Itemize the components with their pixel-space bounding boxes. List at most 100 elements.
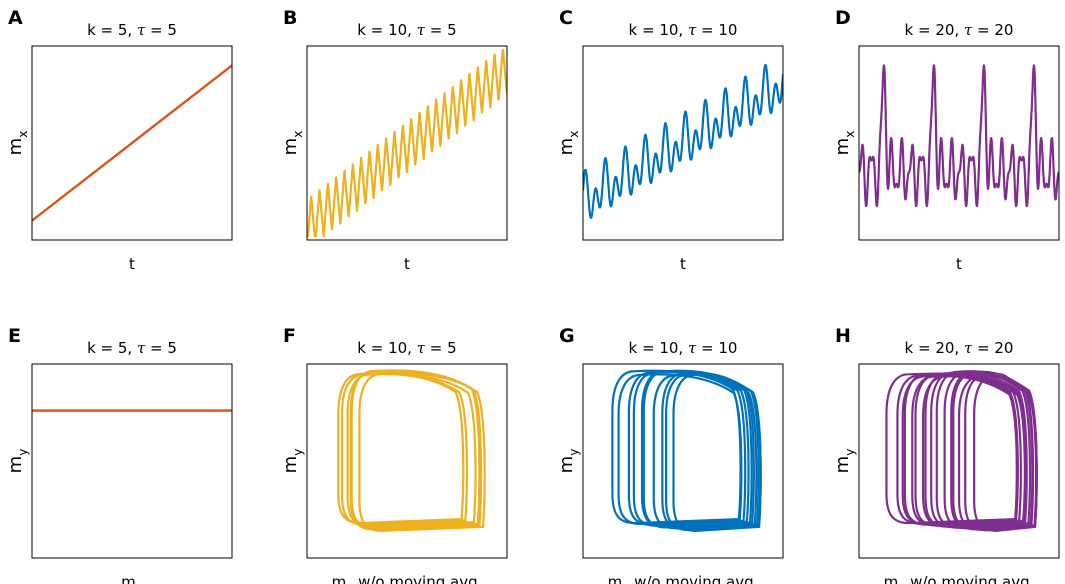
- chart-h-ylabel-main: m: [832, 456, 853, 474]
- chart-g-title: k = 10, τ = 10: [629, 339, 738, 357]
- chart-d-title-suffix: = 20: [972, 21, 1013, 39]
- chart-a-ylabel: mx: [5, 131, 30, 156]
- panel-h: Hk = 20, τ = 20mymx w/o moving avg.: [832, 325, 1060, 584]
- chart-b-title-tau: τ: [417, 21, 426, 39]
- chart-e-xlabel-sub: x: [136, 582, 143, 584]
- chart-e-title: k = 5, τ = 5: [87, 339, 177, 357]
- chart-h-title-prefix: k = 20,: [905, 339, 964, 357]
- chart-d-ylabel-sub: x: [843, 131, 857, 138]
- chart-g-title-suffix: = 10: [696, 339, 737, 357]
- chart-f-ylabel-sub: y: [291, 449, 305, 456]
- chart-e-xlabel-main: m: [121, 573, 136, 584]
- chart-b-title-prefix: k = 10,: [357, 21, 416, 39]
- chart-e-title-prefix: k = 5,: [87, 339, 137, 357]
- chart-a-ylabel-sub: x: [16, 131, 30, 138]
- chart-d-ylabel-main: m: [832, 138, 853, 156]
- chart-f-series-0-loop-1: [340, 372, 469, 526]
- chart-f-title-prefix: k = 10,: [357, 339, 416, 357]
- chart-h-panel-letter: H: [835, 325, 851, 347]
- chart-a-title: k = 5, τ = 5: [87, 21, 177, 39]
- chart-b-xlabel-main: t: [404, 255, 410, 273]
- panel-d: Dk = 20, τ = 20 mx t: [832, 7, 1060, 273]
- chart-h-series-0: [885, 370, 1038, 532]
- chart-g-xlabel-sub: x: [622, 582, 629, 584]
- panel-c: Ck = 10, τ = 10 mx t: [556, 7, 784, 273]
- chart-f-series-0: [337, 369, 486, 532]
- chart-d-xlabel-main: t: [956, 255, 962, 273]
- chart-c-title-suffix: = 10: [696, 21, 737, 39]
- chart-c-ylabel-sub: x: [567, 131, 581, 138]
- chart-a-title-suffix: = 5: [145, 21, 177, 39]
- chart-b-title-suffix: = 5: [425, 21, 457, 39]
- chart-g-plot-frame: [582, 363, 784, 559]
- chart-h-xlabel-sub: x: [898, 582, 905, 584]
- chart-e-ylabel: my: [5, 449, 30, 474]
- chart-g-ylabel: my: [556, 449, 581, 474]
- panel-a: Ak = 5, τ = 5 mx t: [5, 7, 233, 273]
- chart-c-xlabel-main: t: [680, 255, 686, 273]
- chart-f-panel-letter: F: [283, 325, 296, 347]
- chart-g-ylabel-main: m: [556, 456, 577, 474]
- chart-f-xlabel-rest: w/o moving avg.: [353, 573, 482, 584]
- chart-h-series-0-loop-2: [901, 374, 1019, 526]
- chart-c-title-tau: τ: [688, 21, 697, 39]
- panel-e: Ek = 5, τ = 5mymx: [5, 325, 233, 584]
- chart-c-panel-letter: C: [559, 7, 573, 29]
- chart-g-series-0-loop-1: [617, 373, 743, 526]
- chart-a-xlabel-main: t: [129, 255, 135, 273]
- panel-b: Bk = 10, τ = 5 mx t: [280, 7, 508, 273]
- chart-a-ylabel-main: m: [5, 138, 26, 156]
- chart-f-ylabel: my: [280, 449, 305, 474]
- chart-g-ylabel-sub: y: [567, 449, 581, 456]
- chart-b-series-0-line: [307, 48, 507, 238]
- chart-a-xlabel: t: [129, 255, 135, 273]
- chart-d-panel-letter: D: [835, 7, 851, 29]
- chart-h-ylabel-sub: y: [843, 449, 857, 456]
- chart-a-plot-frame: [31, 45, 233, 241]
- chart-b-panel-letter: B: [283, 7, 297, 29]
- chart-d-title: k = 20, τ = 20: [905, 21, 1014, 39]
- chart-b-ylabel-sub: x: [291, 131, 305, 138]
- panel-g: Gk = 10, τ = 10mymx w/o moving avg.: [556, 325, 784, 584]
- chart-c-title-prefix: k = 10,: [629, 21, 688, 39]
- chart-g-xlabel: mx w/o moving avg.: [608, 573, 759, 584]
- chart-c-series-0-line: [583, 63, 783, 219]
- chart-h-xlabel-main: m: [884, 573, 899, 584]
- chart-f-xlabel-sub: x: [346, 582, 353, 584]
- chart-h-title: k = 20, τ = 20: [905, 339, 1014, 357]
- chart-f-title: k = 10, τ = 5: [357, 339, 456, 357]
- chart-a-panel-letter: A: [8, 7, 23, 29]
- chart-f-title-suffix: = 5: [425, 339, 457, 357]
- chart-e-xlabel: mx: [121, 573, 143, 584]
- chart-g-series-0-loop-3: [632, 370, 750, 527]
- chart-e-title-suffix: = 5: [145, 339, 177, 357]
- chart-f-series-0-loop-5: [358, 372, 486, 532]
- chart-c-plot-frame: [582, 45, 784, 241]
- chart-h-title-tau: τ: [964, 339, 973, 357]
- chart-b-plot-frame: [306, 45, 508, 241]
- chart-c-ylabel: mx: [556, 131, 581, 156]
- chart-g-series-0-loop-2: [627, 371, 747, 526]
- chart-d-ylabel: mx: [832, 131, 857, 156]
- chart-d-series-0-line: [859, 64, 1059, 208]
- chart-g-title-tau: τ: [688, 339, 697, 357]
- chart-e-plot-frame: [31, 363, 233, 559]
- chart-e-panel-letter: E: [8, 325, 21, 347]
- chart-h-series-0-loop-4: [911, 374, 1026, 527]
- chart-a-title-prefix: k = 5,: [87, 21, 137, 39]
- chart-f-series-0-loop-2: [346, 373, 477, 528]
- chart-d-title-prefix: k = 20,: [905, 21, 964, 39]
- chart-g-series-0-loop-4: [640, 369, 755, 528]
- chart-b-ylabel-main: m: [280, 138, 301, 156]
- chart-h-series-0-loop-7: [924, 371, 1028, 528]
- chart-e-title-tau: τ: [137, 339, 146, 357]
- chart-g-series-0: [611, 369, 762, 532]
- chart-b-xlabel: t: [404, 255, 410, 273]
- chart-a-series-0-line: [32, 64, 232, 222]
- chart-g-series-0-loop-6: [652, 373, 758, 530]
- chart-e-ylabel-sub: y: [16, 449, 30, 456]
- chart-h-title-suffix: = 20: [972, 339, 1013, 357]
- chart-h-xlabel-rest: w/o moving avg.: [905, 573, 1034, 584]
- chart-f-series-0-loop-0: [337, 372, 465, 525]
